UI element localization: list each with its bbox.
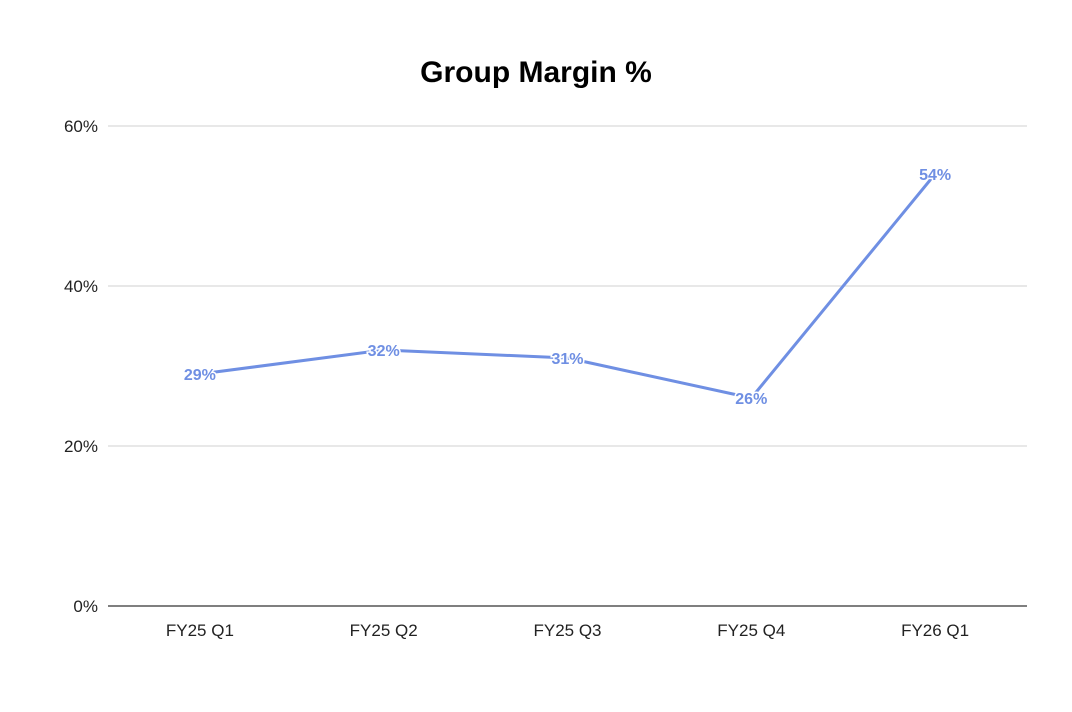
gridlines [108, 125, 1027, 447]
data-point [198, 372, 202, 376]
y-tick-label: 20% [64, 437, 98, 456]
data-point [566, 356, 569, 360]
data-label: 26% [735, 391, 767, 408]
y-tick-label: 0% [73, 597, 98, 616]
y-tick-labels: 0% 20% 40% 60% [64, 117, 98, 616]
data-point [933, 172, 937, 176]
x-tick-label: FY26 Q1 [901, 621, 969, 640]
y-tick-label: 60% [64, 117, 98, 136]
data-point [382, 348, 386, 352]
y-tick-label: 40% [64, 277, 98, 296]
data-point [749, 396, 753, 400]
data-label: 32% [368, 343, 400, 360]
data-label: 54% [919, 167, 951, 184]
data-labels: 29% 32% 31% 26% 54% [182, 166, 952, 410]
series-lines [198, 172, 937, 400]
x-tick-label: FY25 Q3 [533, 621, 601, 640]
x-tick-label: FY25 Q2 [350, 621, 418, 640]
data-label: 29% [184, 367, 216, 384]
data-label: 31% [551, 351, 583, 368]
x-tick-label: FY25 Q4 [717, 621, 785, 640]
x-tick-labels: FY25 Q1 FY25 Q2 FY25 Q3 FY25 Q4 FY26 Q1 [166, 621, 969, 640]
x-tick-label: FY25 Q1 [166, 621, 234, 640]
chart-title: Group Margin % [420, 56, 652, 89]
